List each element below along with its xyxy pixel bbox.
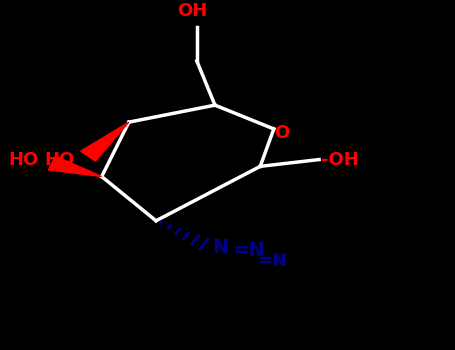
Text: HO: HO (8, 150, 38, 169)
Text: O: O (274, 124, 289, 142)
Polygon shape (81, 122, 129, 161)
Text: OH: OH (177, 2, 207, 20)
Polygon shape (49, 156, 101, 176)
Text: HO: HO (44, 150, 75, 169)
Text: -OH: -OH (321, 150, 359, 169)
Text: =N: =N (257, 252, 287, 270)
Text: =N: =N (233, 241, 266, 260)
Text: N: N (212, 238, 229, 258)
